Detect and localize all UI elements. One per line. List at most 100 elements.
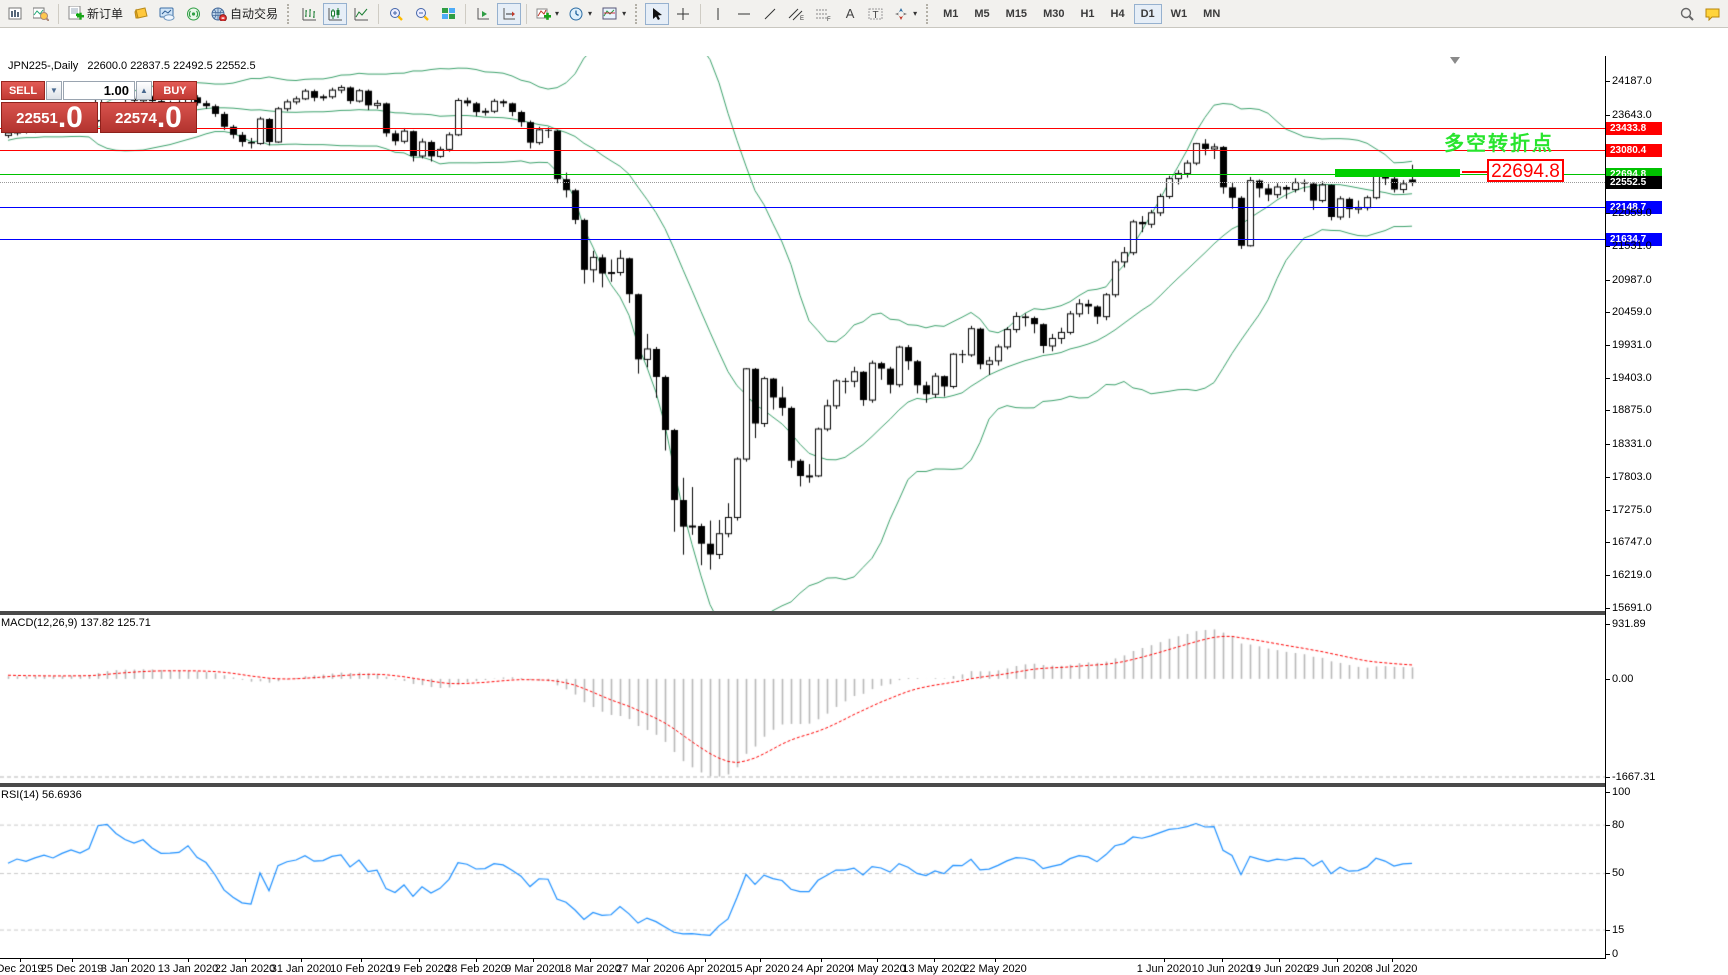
macd-pane-canvas[interactable] [0,615,1605,782]
horizontal-level-line-23433.8[interactable] [0,128,1605,129]
horizontal-level-line-21634.7[interactable] [0,239,1605,240]
rsi-pane-canvas[interactable] [0,787,1605,957]
volume-increase-button[interactable]: ▲ [136,81,152,100]
tile-windows-button[interactable] [436,3,460,25]
time-axis-line [0,958,1606,959]
timeframe-m1[interactable]: M1 [943,7,959,20]
horizontal-line-button[interactable] [732,3,756,25]
buy-button[interactable]: BUY [153,81,197,100]
date-label: 15 Apr 2020 [730,963,790,975]
price-tick-label: 19931.0 [1612,339,1652,351]
pane-separator-rsi[interactable] [0,783,1605,787]
horizontal-level-line-22148.7[interactable] [0,207,1605,208]
sell-quote-box[interactable]: 22551.0 [1,102,98,133]
price-callout[interactable]: 22694.8 [1487,159,1564,182]
rsi-label: RSI(14) 56.6936 [1,789,82,801]
candlestick-chart-button[interactable] [323,2,348,25]
search-button[interactable] [1675,3,1699,25]
turning-point-annotation[interactable]: 多空转折点 [1444,133,1554,155]
chart-shift-button[interactable] [497,2,522,25]
zoom-out-icon [415,7,429,21]
text-label-button[interactable]: T [864,3,888,25]
vertical-line-button[interactable] [706,3,730,25]
callout-leader-line [1462,171,1489,173]
zoom-out-button[interactable] [410,3,434,25]
date-label: 28 Feb 2020 [445,963,507,975]
date-tick [476,958,477,962]
toolbar-grip[interactable] [635,3,640,24]
arrows-button[interactable]: ▾ [890,3,921,25]
signals-button[interactable] [181,3,205,25]
sell-price-int: 22551 [16,110,58,127]
line-chart-button[interactable] [349,3,373,25]
toolbar-separator [465,3,467,24]
date-label: 18 Mar 2020 [559,963,621,975]
timeframe-w1[interactable]: W1 [1170,7,1188,20]
price-tick-label: 17803.0 [1612,471,1652,483]
crosshair-button[interactable] [671,3,695,25]
signals-icon [186,7,200,20]
indicators-button[interactable]: ▾ [532,3,563,25]
toolbar-grip[interactable] [926,3,931,24]
price-tick-label: 22059.0 [1612,207,1652,219]
date-label: 19 Jun 2020 [1248,963,1310,975]
trendline-icon [764,8,775,19]
pane-separator-macd[interactable] [0,611,1605,615]
new-order-button[interactable]: 新订单 [64,3,127,25]
price-tick [1605,444,1610,445]
macd-tick-label: -1667.31 [1612,771,1656,783]
clock-icon [569,7,583,20]
date-tick [128,958,129,962]
timeframe-m30[interactable]: M30 [1043,7,1065,20]
rsi-tick [1605,954,1610,955]
equidistant-channel-button[interactable]: E [784,3,809,25]
cursor-button[interactable] [645,2,670,25]
macd-tick [1605,679,1610,680]
buy-quote-box[interactable]: 22574.0 [100,102,197,133]
auto-scroll-button[interactable] [471,3,495,25]
macd-tick [1605,777,1610,778]
main-chart-canvas[interactable] [0,56,1605,611]
timeframe-d1[interactable]: D1 [1133,3,1162,24]
volume-input[interactable]: 1.00 [63,81,135,100]
volume-decrease-button[interactable]: ▼ [46,81,62,100]
timeframe-mn[interactable]: MN [1203,7,1221,20]
date-tick [1222,958,1223,962]
timeframe-h1[interactable]: H1 [1080,7,1095,20]
price-axis-line [1605,56,1606,959]
arrows-dropdown-caret: ▾ [913,9,918,18]
zoom-in-button[interactable] [384,3,408,25]
vps-button[interactable] [155,3,179,25]
profiles-button[interactable] [29,3,53,25]
date-tick [821,958,822,962]
templates-icon [602,7,617,19]
new-chart-icon [8,7,21,19]
horizontal-level-line-22694.8[interactable] [0,174,1605,175]
new-order-icon [68,6,84,20]
new-chart-button[interactable] [3,3,27,25]
timeframe-m15[interactable]: M15 [1005,7,1028,20]
horizontal-level-line-23080.4[interactable] [0,150,1605,151]
price-tick [1605,510,1610,511]
date-label: 13 May 2020 [902,963,966,975]
price-level-badge: 23433.8 [1606,122,1662,135]
timeframe-h4[interactable]: H4 [1110,7,1125,20]
fibonacci-button[interactable]: F [811,3,836,25]
text-tool-button[interactable]: A [838,3,862,25]
sell-button[interactable]: SELL [1,81,45,100]
periods-button[interactable]: ▾ [565,3,596,25]
autotrading-button[interactable]: 自动交易 [207,3,282,25]
sell-price-frac: .0 [57,101,83,134]
templates-button[interactable]: ▾ [598,3,630,25]
turning-point-highlight-bar[interactable] [1335,169,1460,177]
chart-shift-marker[interactable] [1450,57,1460,64]
cursor-icon [653,7,663,20]
macd-tick [1605,624,1610,625]
chat-button[interactable] [1701,3,1725,25]
svg-text:T: T [873,10,879,21]
trendline-button[interactable] [758,3,782,25]
timeframe-m5[interactable]: M5 [974,7,990,20]
toolbar-grip[interactable] [287,3,292,24]
bar-chart-button[interactable] [297,3,321,25]
toolbox-button[interactable] [129,3,153,25]
